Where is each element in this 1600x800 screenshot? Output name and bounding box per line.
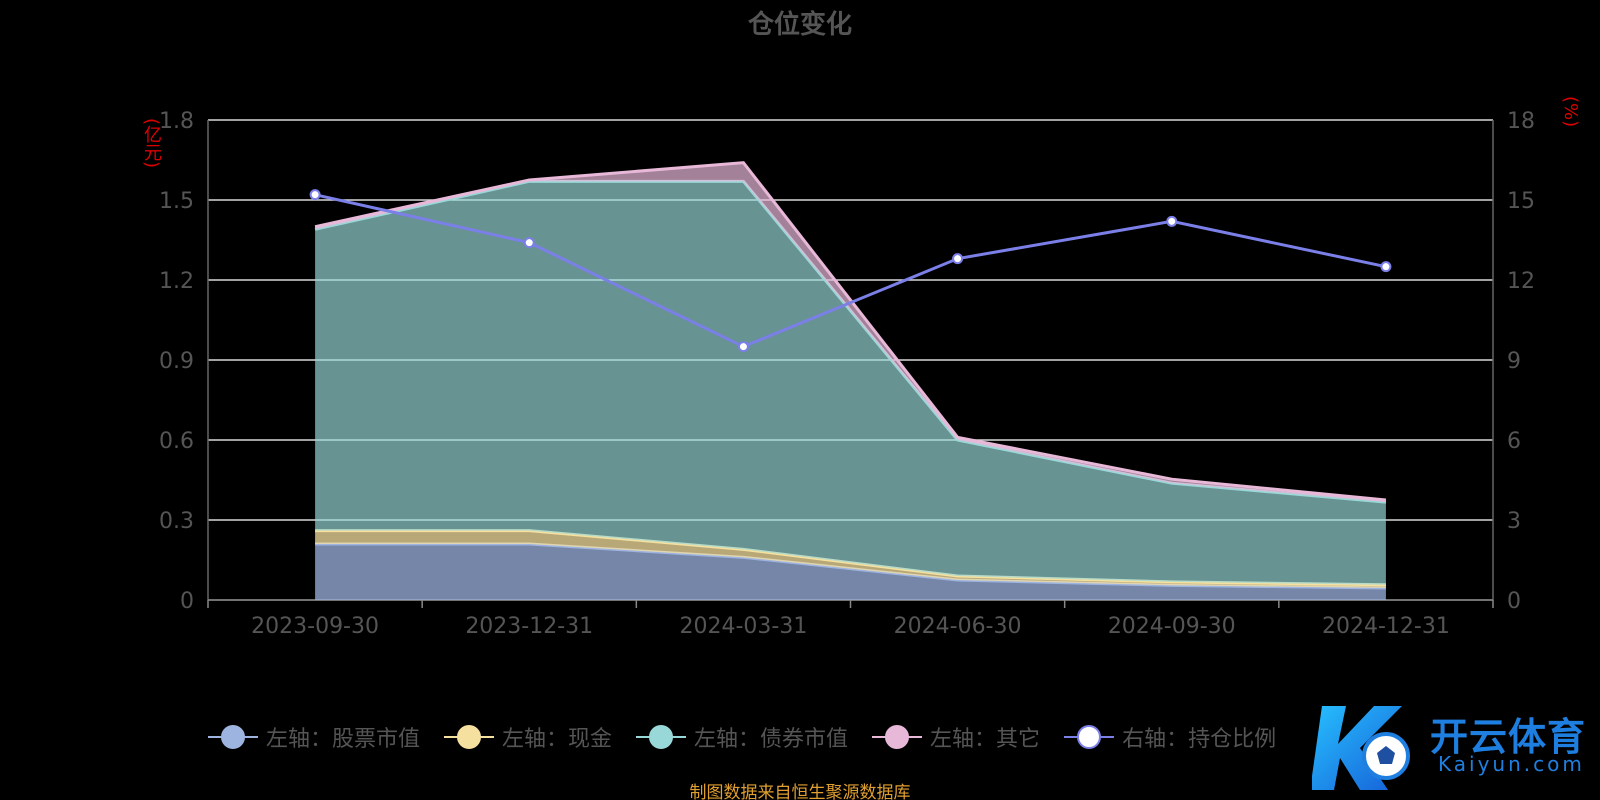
x-tick-label-4: 2024-09-30 — [1108, 614, 1236, 639]
legend-item-bond[interactable]: 左轴：债券市值 — [636, 721, 848, 753]
ratio-point-3 — [952, 253, 964, 265]
legend-marker-bond — [636, 725, 687, 749]
legend-marker-cash — [444, 725, 495, 749]
ratio-point-0 — [309, 189, 321, 201]
ratio-point-5 — [1380, 261, 1392, 273]
y-right-tick-4: 12 — [1507, 269, 1535, 294]
legend-label-bond: 左轴：债券市值 — [694, 727, 849, 752]
y-right-tick-6: 18 — [1507, 109, 1535, 134]
y-left-tick-2: 0.6 — [159, 429, 194, 454]
y-right-tick-5: 15 — [1507, 189, 1535, 214]
area-fill-1 — [315, 530, 1386, 588]
area-line-3 — [314, 161, 1387, 502]
legend-label-ratio: 右轴：持仓比例 — [1122, 727, 1277, 752]
ratio-point-2 — [737, 341, 749, 353]
y-right-unit: (%) — [1560, 96, 1581, 128]
y-left-tick-3: 0.9 — [159, 349, 194, 374]
legend-marker-ratio — [1064, 725, 1115, 749]
x-tick-label-5: 2024-12-31 — [1322, 614, 1450, 639]
chart-legend: 左轴：股票市值 左轴：现金 左轴：债券市值 左轴：其它 右轴：持仓比例 — [208, 717, 1276, 757]
ratio-line — [314, 193, 1387, 349]
y-left-tick-6: 1.8 — [159, 109, 194, 134]
legend-item-stock[interactable]: 左轴：股票市值 — [208, 721, 420, 753]
y-left-tick-4: 1.2 — [159, 269, 194, 294]
x-tick-label-0: 2023-09-30 — [251, 614, 379, 639]
x-tick-label-3: 2024-06-30 — [894, 614, 1022, 639]
legend-marker-other — [872, 725, 923, 749]
y-right-tick-1: 3 — [1507, 509, 1521, 534]
x-tick-label-1: 2023-12-31 — [465, 614, 593, 639]
legend-item-ratio[interactable]: 右轴：持仓比例 — [1064, 721, 1276, 753]
y-left-tick-0: 0 — [180, 589, 194, 614]
y-left-unit: (亿元) — [141, 118, 162, 169]
watermark-logo: 开云体育 Kaiyun.com — [1310, 698, 1592, 798]
legend-label-stock: 左轴：股票市值 — [266, 727, 421, 752]
chart-title: 仓位变化 — [747, 10, 852, 40]
data-source-note: 制图数据来自恒生聚源数据库 — [689, 783, 911, 800]
watermark-brand-cn: 开云体育 — [1430, 715, 1587, 759]
y-left-tick-1: 0.3 — [159, 509, 194, 534]
ratio-point-1 — [523, 237, 535, 249]
kaiyun-logo-icon — [1310, 706, 1410, 790]
legend-label-cash: 左轴：现金 — [502, 727, 613, 752]
ratio-point-4 — [1166, 215, 1178, 227]
y-right-tick-3: 9 — [1507, 349, 1521, 374]
watermark-brand-en: Kaiyun.com — [1438, 752, 1585, 776]
legend-item-cash[interactable]: 左轴：现金 — [444, 721, 612, 753]
y-right-tick-2: 6 — [1507, 429, 1521, 454]
y-left-tick-5: 1.5 — [159, 189, 194, 214]
legend-label-other: 左轴：其它 — [930, 727, 1041, 752]
area-fill-0 — [315, 544, 1386, 600]
x-tick-label-2: 2024-03-31 — [679, 614, 807, 639]
area-fill-2 — [315, 181, 1386, 585]
y-right-tick-0: 0 — [1507, 589, 1521, 614]
legend-marker-stock — [208, 725, 258, 749]
legend-item-other[interactable]: 左轴：其它 — [872, 721, 1040, 753]
